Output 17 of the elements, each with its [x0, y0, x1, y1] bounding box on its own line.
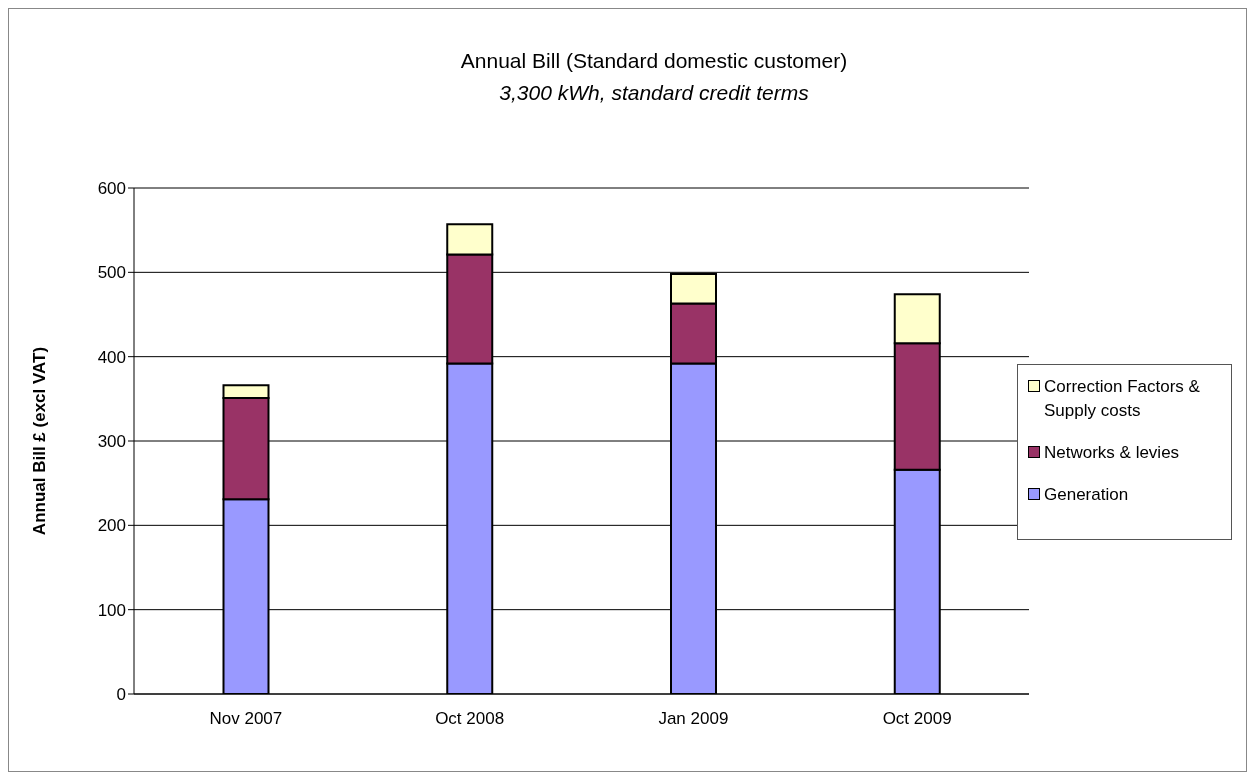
y-tick-label: 100 [97, 600, 126, 620]
y-tick-label: 500 [97, 263, 126, 283]
chart-title: Annual Bill (Standard domestic customer) [459, 49, 849, 73]
legend-label: Correction Factors & Supply costs [1044, 376, 1201, 422]
y-tick-label: 400 [97, 347, 126, 367]
x-tick-label: Nov 2007 [209, 709, 283, 729]
y-tick-label: 0 [116, 685, 126, 705]
y-tick-label: 300 [97, 432, 126, 452]
x-tick-label: Oct 2009 [882, 709, 952, 729]
y-tick-label: 600 [97, 179, 126, 199]
y-tick-label: 200 [97, 516, 126, 536]
y-axis-title: Annual Bill £ (excl VAT) [30, 346, 50, 536]
x-tick-label: Oct 2008 [435, 709, 505, 729]
legend-label: Networks & levies [1044, 442, 1180, 464]
x-tick-label: Jan 2009 [658, 709, 729, 729]
chart-subtitle: 3,300 kWh, standard credit terms [498, 81, 810, 105]
legend-label: Generation [1044, 484, 1129, 506]
